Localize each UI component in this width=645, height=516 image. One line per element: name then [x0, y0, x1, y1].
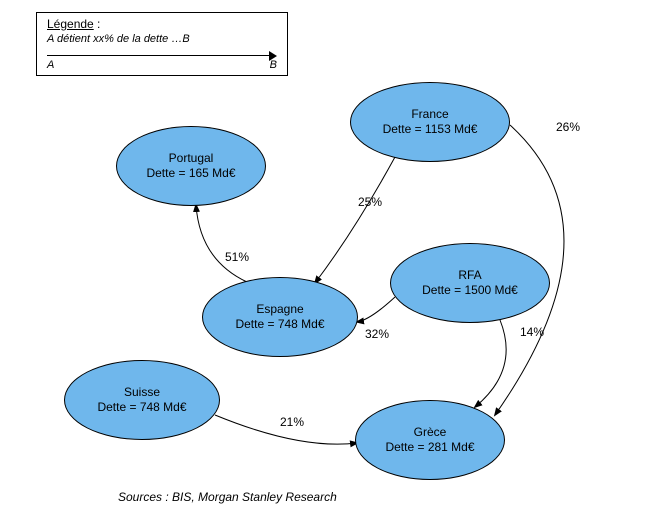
edge-espagne-to-portugal — [196, 205, 247, 282]
node-suisse-name: Suisse — [124, 385, 160, 400]
edge-france-to-espagne — [315, 157, 395, 283]
edge-label-rfa-to-espagne: 32% — [365, 327, 389, 341]
node-portugal-name: Portugal — [169, 151, 214, 166]
edge-label-rfa-to-grece: 14% — [520, 325, 544, 339]
edge-label-france-to-espagne: 25% — [358, 195, 382, 209]
node-rfa-name: RFA — [458, 268, 481, 283]
node-suisse-debt: Dette = 748 Md€ — [97, 400, 186, 415]
edges-layer — [0, 0, 645, 516]
legend-endpoint-a: A — [47, 59, 54, 71]
legend-description: A détient xx% de la dette …B — [47, 33, 277, 45]
node-grece: GrèceDette = 281 Md€ — [355, 400, 505, 480]
node-espagne-name: Espagne — [256, 302, 303, 317]
legend-box: Légende : A détient xx% de la dette …B A… — [36, 12, 288, 76]
node-suisse: SuisseDette = 748 Md€ — [64, 360, 220, 440]
node-grece-name: Grèce — [414, 425, 447, 440]
node-grece-debt: Dette = 281 Md€ — [385, 440, 474, 455]
legend-endpoint-b: B — [270, 59, 277, 71]
legend-title: Légende — [47, 17, 94, 31]
node-portugal: PortugalDette = 165 Md€ — [116, 126, 266, 206]
node-france: FranceDette = 1153 Md€ — [350, 82, 510, 162]
edge-label-espagne-to-portugal: 51% — [225, 250, 249, 264]
edge-rfa-to-espagne — [357, 297, 395, 322]
edge-rfa-to-grece — [475, 320, 506, 407]
sources-text: Sources : BIS, Morgan Stanley Research — [118, 490, 337, 504]
node-espagne: EspagneDette = 748 Md€ — [202, 277, 358, 357]
node-rfa-debt: Dette = 1500 Md€ — [422, 283, 518, 298]
legend-arrow: A B — [47, 47, 277, 69]
edge-label-suisse-to-grece: 21% — [280, 415, 304, 429]
node-rfa: RFADette = 1500 Md€ — [390, 243, 550, 323]
edge-label-france-to-grece: 26% — [556, 120, 580, 134]
node-france-name: France — [411, 107, 448, 122]
node-france-debt: Dette = 1153 Md€ — [383, 122, 478, 137]
node-espagne-debt: Dette = 748 Md€ — [235, 317, 324, 332]
node-portugal-debt: Dette = 165 Md€ — [146, 166, 235, 181]
